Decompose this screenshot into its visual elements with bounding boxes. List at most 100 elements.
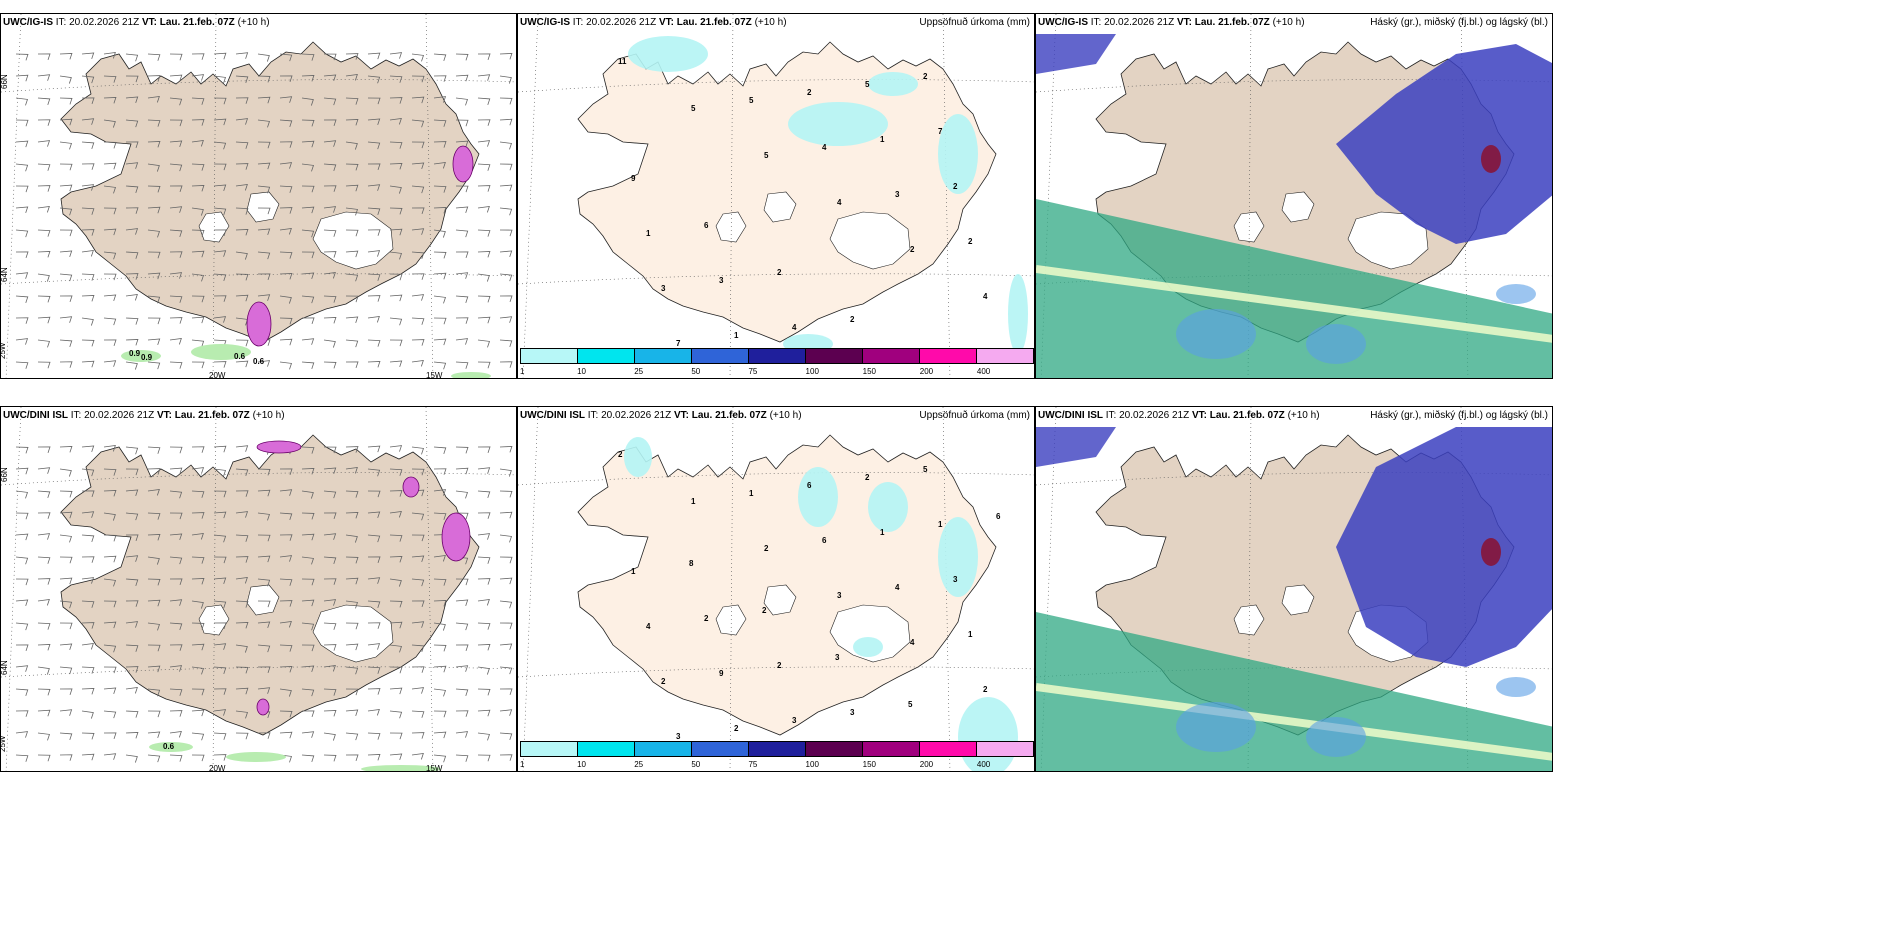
axis-label: 25W: [1, 735, 7, 752]
wind-barb: [477, 512, 491, 519]
wind-barb: [213, 75, 227, 84]
wind-barb: [301, 665, 315, 673]
glacier-outline: [198, 604, 230, 636]
wind-barb: [345, 754, 359, 762]
wind-barb: [301, 185, 315, 193]
wind-barb: [15, 361, 29, 369]
wind-barb: [257, 512, 271, 521]
wind-barb: [345, 184, 359, 192]
wind-barb: [323, 119, 337, 127]
wind-barb: [125, 162, 139, 169]
green-patch: [149, 742, 193, 752]
wind-barb: [389, 578, 402, 587]
wind-barb: [411, 621, 425, 628]
wind-barb: [125, 621, 139, 628]
wind-barb: [81, 577, 95, 584]
wind-barb: [323, 533, 337, 540]
wind-barb: [103, 228, 117, 236]
wind-barb: [59, 361, 73, 368]
precip-amount-label: 5: [749, 96, 754, 105]
wind-barb: [367, 753, 381, 761]
wind-barb: [257, 96, 271, 104]
wind-barb: [125, 754, 138, 763]
wind-barb: [345, 339, 359, 348]
wind-barb: [433, 75, 447, 82]
wind-barb: [15, 317, 29, 324]
wind-barb: [37, 622, 51, 630]
wind-barb: [411, 339, 425, 346]
wind-barb: [235, 228, 249, 236]
wind-barb: [323, 271, 336, 279]
wind-barb: [455, 754, 469, 762]
wind-barb: [81, 511, 95, 518]
wind-barb: [477, 688, 491, 696]
wind-barb: [125, 686, 138, 694]
wind-barb: [301, 338, 315, 345]
wind-barb: [367, 295, 381, 302]
wind-barb: [235, 163, 249, 170]
high-cloud-band: [1036, 199, 1552, 378]
wind-barb: [279, 600, 293, 607]
wind-barb: [367, 708, 380, 716]
wind-barb: [169, 206, 183, 213]
wind-barb: [81, 710, 94, 719]
wind-barb: [169, 317, 183, 324]
wind-barb: [15, 665, 29, 672]
wind-barb: [499, 229, 513, 237]
wind-barb: [323, 339, 336, 348]
wind-barb: [235, 339, 249, 347]
wind-barb: [345, 600, 359, 609]
wind-barb: [15, 206, 29, 214]
precip-amount-label: 4: [983, 292, 988, 301]
wind-barb: [147, 731, 161, 739]
precip-amount-label: 3: [837, 591, 842, 600]
wind-barb: [147, 446, 161, 454]
axis-label: 15W: [426, 371, 443, 379]
precip-amount-label: 4: [895, 583, 900, 592]
wind-barb: [477, 185, 491, 192]
low-cloud-area: [1496, 284, 1536, 304]
wind-barb: [367, 556, 381, 564]
wind-barb: [103, 51, 116, 59]
wind-barb: [367, 666, 381, 674]
panel-title: UWC/IG-IS IT: 20.02.2026 21Z VT: Lau. 21…: [520, 17, 787, 28]
wind-barb: [499, 600, 513, 609]
colorbar-label: 400: [976, 367, 991, 376]
wind-barb: [191, 119, 205, 126]
wind-barb: [125, 293, 138, 301]
wind-barb: [389, 644, 403, 653]
low-cloud-area: [1176, 309, 1256, 359]
wind-barb: [125, 666, 139, 673]
wind-barb: [411, 752, 424, 760]
wind-barb: [213, 643, 227, 650]
wind-barb: [235, 644, 248, 653]
wind-barb: [103, 273, 117, 281]
precip-amount-label: 2: [777, 661, 782, 670]
wind-barb: [37, 490, 51, 499]
wind-barb: [15, 295, 29, 304]
colorbar-swatch: [521, 742, 578, 756]
wind-barb: [213, 118, 227, 126]
wind-barb: [147, 578, 161, 586]
wind-barb: [125, 96, 139, 104]
colorbar-swatch: [578, 349, 635, 363]
wind-barb: [477, 316, 491, 324]
precip-amount-label: 2: [910, 245, 915, 254]
precip-amount-label: 11: [618, 57, 627, 66]
wind-barb: [169, 665, 183, 672]
precip-amount-label: 2: [983, 685, 988, 694]
wind-barb: [323, 206, 337, 213]
wind-barb: [499, 577, 513, 585]
wind-barb: [345, 141, 358, 150]
wind-barb: [323, 53, 337, 61]
wind-barb: [279, 489, 293, 496]
colorbar-label: 200: [919, 760, 934, 769]
wind-barb: [279, 207, 293, 214]
wind-barb: [235, 445, 249, 452]
wind-barb: [257, 666, 271, 674]
wind-barb: [169, 361, 183, 369]
wind-barb: [477, 295, 491, 303]
wind-barb: [477, 74, 491, 81]
wind-barb: [367, 732, 381, 740]
